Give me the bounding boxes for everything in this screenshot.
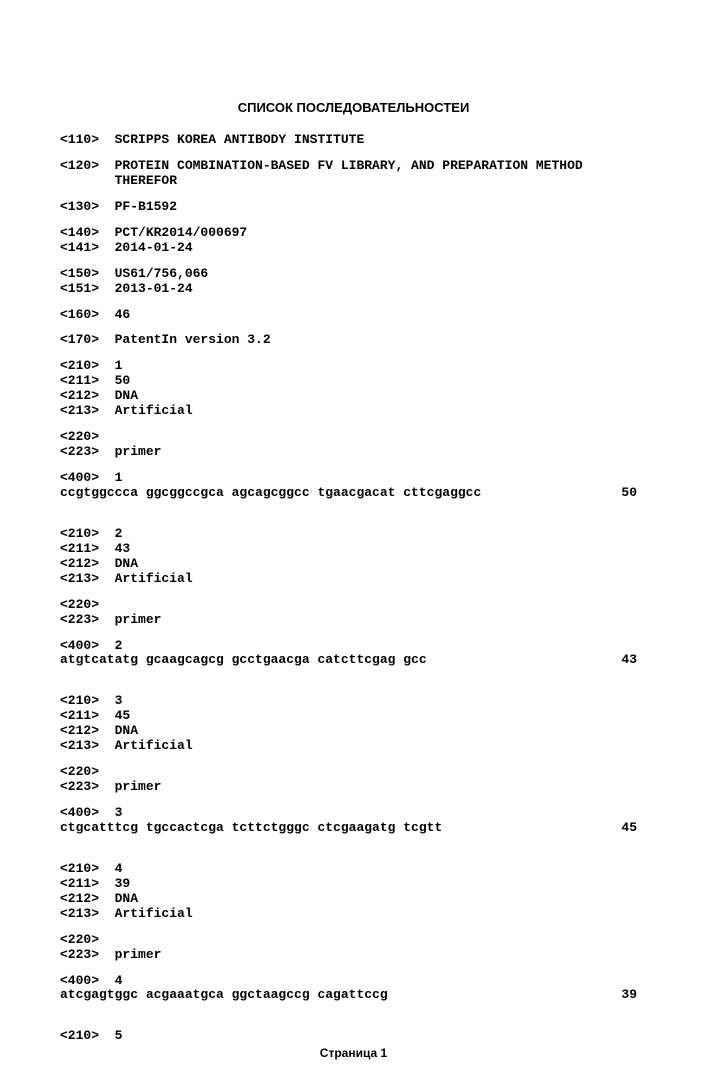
seq3-feature: <220> <223> primer — [60, 765, 647, 795]
seq2-211: <211> 43 — [60, 542, 647, 557]
tag-110: <110> SCRIPPS KOREA ANTIBODY INSTITUTE — [60, 133, 647, 148]
seq4-seq-text: atcgagtggc acgaaatgca ggctaagccg cagattc… — [60, 988, 388, 1003]
seq1-seq-text: ccgtggccca ggcggccgca agcagcggcc tgaacga… — [60, 486, 481, 501]
seq4-223: <223> primer — [60, 948, 647, 963]
seq3-400-line: <400> 3 — [60, 806, 647, 821]
spacer — [60, 668, 647, 683]
seq1-400: <400> 1 — [60, 471, 647, 486]
seq2-seq-len: 43 — [621, 653, 637, 668]
seq3-sequence: ctgcatttcg tgccactcga tcttctgggc ctcgaag… — [60, 821, 647, 836]
seq4-feature: <220> <223> primer — [60, 933, 647, 963]
seq1-223: <223> primer — [60, 445, 647, 460]
seq4-seq-len: 39 — [621, 988, 637, 1003]
seq2-seq-text: atgtcatatg gcaagcagcg gcctgaacga catcttc… — [60, 653, 427, 668]
seq1-header: <210> 1 <211> 50 <212> DNA <213> Artific… — [60, 359, 647, 419]
tag-170: <170> PatentIn version 3.2 — [60, 333, 647, 348]
line-160: <160> 46 — [60, 308, 647, 323]
line-150: <150> US61/756,066 — [60, 267, 647, 282]
page-footer: Страница 1 — [60, 1046, 647, 1060]
seq5-210: <210> 5 — [60, 1029, 647, 1044]
seq3-seq-len: 45 — [621, 821, 637, 836]
seq3-header: <210> 3 <211> 45 <212> DNA <213> Artific… — [60, 694, 647, 754]
seq3-212: <212> DNA — [60, 724, 647, 739]
seq3-223: <223> primer — [60, 780, 647, 795]
spacer — [60, 501, 647, 516]
seq1-210: <210> 1 — [60, 359, 647, 374]
line-120a: <120> PROTEIN COMBINATION-BASED FV LIBRA… — [60, 159, 647, 174]
line-120b: THEREFOR — [60, 174, 647, 189]
seq1-220: <220> — [60, 430, 647, 445]
line-141: <141> 2014-01-24 — [60, 241, 647, 256]
seq4-211: <211> 39 — [60, 877, 647, 892]
tag-140-141: <140> PCT/KR2014/000697 <141> 2014-01-24 — [60, 226, 647, 256]
seq2-210: <210> 2 — [60, 527, 647, 542]
seq2-223: <223> primer — [60, 613, 647, 628]
tag-160: <160> 46 — [60, 308, 647, 323]
seq4-400-line: <400> 4 — [60, 974, 647, 989]
seq1-seq-len: 50 — [621, 486, 637, 501]
seq1-400-line: <400> 1 — [60, 471, 647, 486]
seq2-213: <213> Artificial — [60, 572, 647, 587]
seq2-220: <220> — [60, 598, 647, 613]
tag-120: <120> PROTEIN COMBINATION-BASED FV LIBRA… — [60, 159, 647, 189]
seq2-400: <400> 2 — [60, 639, 647, 654]
seq1-213: <213> Artificial — [60, 404, 647, 419]
seq4-220: <220> — [60, 933, 647, 948]
seq2-212: <212> DNA — [60, 557, 647, 572]
seq4-400: <400> 4 — [60, 974, 647, 989]
document-title: СПИСОК ПОСЛЕДОВАТЕЛЬНОСТЕИ — [60, 100, 647, 115]
seq4-sequence: atcgagtggc acgaaatgca ggctaagccg cagattc… — [60, 988, 647, 1003]
spacer — [60, 1003, 647, 1018]
seq1-sequence: ccgtggccca ggcggccgca agcagcggcc tgaacga… — [60, 486, 647, 501]
seq5-header: <210> 5 — [60, 1029, 647, 1044]
seq2-header: <210> 2 <211> 43 <212> DNA <213> Artific… — [60, 527, 647, 587]
seq2-400-line: <400> 2 — [60, 639, 647, 654]
seq4-210: <210> 4 — [60, 862, 647, 877]
seq1-feature: <220> <223> primer — [60, 430, 647, 460]
line-110: <110> SCRIPPS KOREA ANTIBODY INSTITUTE — [60, 133, 647, 148]
tag-150-151: <150> US61/756,066 <151> 2013-01-24 — [60, 267, 647, 297]
seq3-400: <400> 3 — [60, 806, 647, 821]
seq1-211: <211> 50 — [60, 374, 647, 389]
spacer — [60, 836, 647, 851]
seq4-213: <213> Artificial — [60, 907, 647, 922]
seq3-seq-text: ctgcatttcg tgccactcga tcttctgggc ctcgaag… — [60, 821, 442, 836]
seq4-212: <212> DNA — [60, 892, 647, 907]
line-130: <130> PF-B1592 — [60, 200, 647, 215]
page-container: СПИСОК ПОСЛЕДОВАТЕЛЬНОСТЕИ <110> SCRIPPS… — [0, 0, 707, 1080]
line-170: <170> PatentIn version 3.2 — [60, 333, 647, 348]
seq3-210: <210> 3 — [60, 694, 647, 709]
seq3-213: <213> Artificial — [60, 739, 647, 754]
seq3-211: <211> 45 — [60, 709, 647, 724]
seq2-feature: <220> <223> primer — [60, 598, 647, 628]
line-151: <151> 2013-01-24 — [60, 282, 647, 297]
line-140: <140> PCT/KR2014/000697 — [60, 226, 647, 241]
seq2-sequence: atgtcatatg gcaagcagcg gcctgaacga catcttc… — [60, 653, 647, 668]
seq3-220: <220> — [60, 765, 647, 780]
seq1-212: <212> DNA — [60, 389, 647, 404]
seq4-header: <210> 4 <211> 39 <212> DNA <213> Artific… — [60, 862, 647, 922]
tag-130: <130> PF-B1592 — [60, 200, 647, 215]
